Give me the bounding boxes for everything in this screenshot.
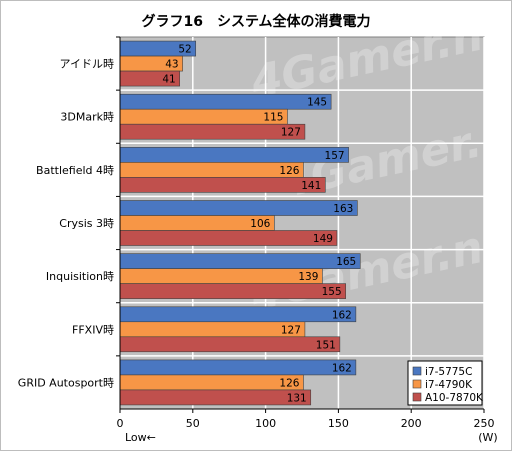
legend-swatch [412, 392, 422, 402]
x-tick-label: 150 [328, 417, 349, 430]
x-tick-label: 250 [474, 417, 495, 430]
data-label: 127 [281, 324, 301, 336]
bar-A10-7870K [119, 389, 312, 406]
bar-A10-7870K [119, 283, 346, 299]
bar-i7-4790K [119, 162, 304, 178]
category-label: Battlefield 4時 [36, 164, 114, 177]
legend-swatch [412, 366, 422, 376]
data-label: 106 [250, 218, 270, 230]
legend-label: i7-4790K [425, 379, 473, 391]
x-tick-label: 0 [117, 417, 124, 430]
data-label: 151 [316, 339, 336, 351]
data-label: 52 [178, 44, 191, 56]
direction-label: Low← [125, 431, 156, 444]
data-label: 127 [281, 127, 301, 139]
data-label: 126 [279, 165, 299, 177]
data-label: 141 [301, 180, 321, 192]
bar-A10-7870K [119, 177, 326, 193]
data-label: 162 [332, 309, 352, 321]
category-label: 3DMark時 [60, 111, 114, 124]
data-label: 43 [165, 59, 178, 71]
legend-label: A10-7870K [425, 392, 484, 404]
data-label: 41 [162, 74, 175, 86]
bar-i7-4790K [119, 108, 288, 125]
data-label: 165 [336, 256, 356, 268]
bar-i7-5775C [119, 93, 332, 110]
chart-title: グラフ16 システム全体の消費電力 [141, 13, 370, 30]
data-label: 149 [313, 233, 333, 245]
category-label: Inquisition時 [46, 270, 114, 283]
data-label: 155 [322, 286, 342, 298]
unit-label: (W) [478, 431, 497, 444]
category-label: GRID Autosport時 [18, 376, 114, 389]
legend-swatch [412, 379, 422, 389]
category-label: アイドル時 [60, 58, 114, 71]
data-label: 157 [325, 150, 345, 162]
bar-i7-5775C [119, 147, 349, 163]
data-label: 145 [307, 97, 327, 109]
x-tick-label: 50 [186, 417, 200, 430]
data-label: 162 [332, 362, 352, 374]
bar-i7-5775C [119, 359, 357, 376]
bar-i7-4790K [119, 374, 304, 391]
bar-A10-7870K [119, 123, 306, 140]
bar-i7-5775C [119, 306, 357, 323]
bar-i7-4790K [119, 268, 323, 284]
bar-A10-7870K [119, 336, 341, 353]
legend-label: i7-5775C [425, 366, 472, 378]
bar-i7-4790K [119, 321, 306, 338]
bar-i7-5775C [119, 200, 358, 216]
data-label: 126 [279, 377, 299, 389]
bar-i7-5775C [119, 253, 361, 269]
bar-A10-7870K [119, 230, 338, 246]
data-label: 139 [298, 271, 318, 283]
category-label: FFXIV時 [72, 323, 114, 336]
x-tick-label: 100 [255, 417, 276, 430]
data-label: 163 [333, 203, 353, 215]
data-label: 115 [263, 112, 283, 124]
x-tick-label: 200 [401, 417, 422, 430]
data-label: 131 [287, 392, 307, 404]
category-label: Crysis 3時 [59, 217, 114, 230]
